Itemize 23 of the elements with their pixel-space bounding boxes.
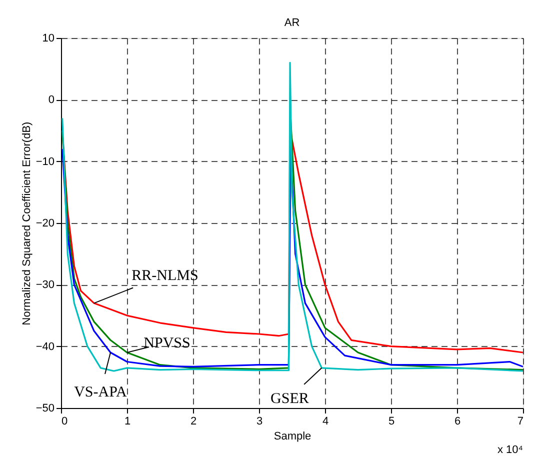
y-tick-label: −10	[36, 156, 54, 168]
x-tick-label: 7	[517, 416, 524, 428]
y-tick-label: −30	[36, 279, 54, 292]
x-tick-label: 3	[256, 416, 263, 428]
x-axis-title: Sample	[274, 430, 312, 442]
text: x 10⁴	[497, 444, 524, 456]
line-series	[62, 62, 523, 372]
y-axis-title: Normalized Squared Coefficient Error(dB)	[20, 122, 33, 326]
x-tick-label: 4	[322, 416, 329, 428]
text: RR-NLMS	[132, 268, 198, 284]
y-tick-label: −40	[36, 340, 54, 353]
x-tick-label: 2	[190, 416, 197, 428]
y-tick-label: 0	[48, 94, 54, 106]
x-tick-label: 6	[454, 416, 461, 428]
chart-title: AR	[284, 17, 300, 29]
series-label: VS-APA	[74, 384, 128, 400]
series-label: GSER	[270, 390, 309, 407]
y-tick-label: −20	[36, 218, 54, 230]
x-tick-label: 5	[388, 416, 395, 428]
y-tick-label: −50	[36, 402, 54, 414]
x-tick-label: 0	[62, 416, 68, 428]
x-tick-label: 1	[124, 416, 131, 428]
y-tick-label: 10	[42, 32, 54, 44]
